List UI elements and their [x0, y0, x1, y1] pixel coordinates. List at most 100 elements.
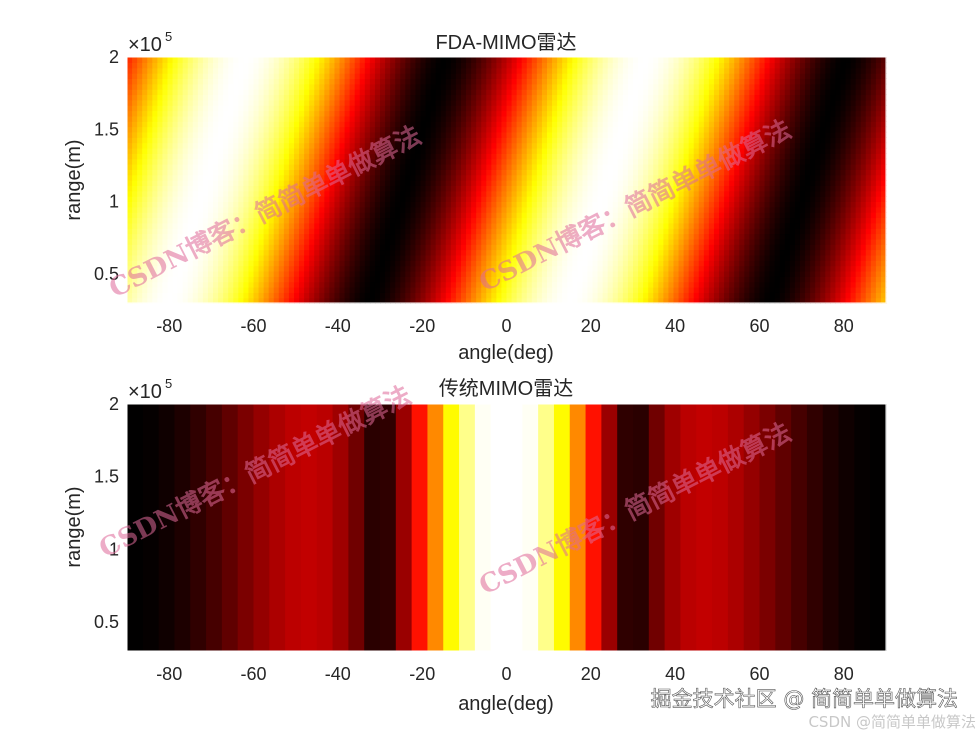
heatmap-cell: [774, 185, 781, 192]
heatmap-cell: [845, 222, 852, 229]
heatmap-cell: [299, 228, 305, 235]
heatmap-cell: [248, 169, 255, 176]
heatmap-cell: [541, 206, 548, 213]
heatmap-cell: [880, 217, 887, 224]
heatmap-cell: [552, 297, 558, 304]
heatmap-cell: [633, 174, 639, 181]
heatmap-cell: [526, 292, 533, 299]
heatmap-cell: [850, 297, 857, 304]
heatmap-cell: [364, 292, 371, 299]
heatmap-cell: [678, 137, 685, 144]
heatmap-cell: [708, 131, 715, 138]
heatmap-cell: [127, 212, 133, 219]
heatmap-cell: [369, 249, 376, 256]
heatmap-cell: [511, 163, 518, 170]
heatmap-cell: [324, 286, 330, 293]
heatmap-cell: [713, 196, 720, 202]
heatmap-cell: [825, 217, 831, 224]
heatmap-cell: [359, 201, 366, 208]
heatmap-cell: [395, 153, 401, 160]
heatmap-cell: [319, 174, 325, 181]
heatmap-cell: [324, 126, 330, 133]
heatmap-cell: [708, 153, 715, 160]
heatmap-cell: [764, 131, 771, 138]
heatmap-cell: [137, 244, 143, 251]
heatmap-cell: [805, 206, 811, 213]
heatmap-cell: [531, 163, 538, 170]
heatmap-cell: [805, 249, 811, 256]
heatmap-cell: [400, 153, 406, 160]
heatmap-cell: [653, 131, 659, 138]
heatmap-cell: [845, 185, 852, 192]
heatmap-cell: [491, 281, 497, 288]
heatmap-cell: [713, 249, 720, 256]
heatmap-cell: [167, 163, 174, 170]
heatmap-cell: [541, 222, 548, 229]
heatmap-cell: [142, 233, 148, 240]
heatmap-cell: [719, 276, 725, 283]
heatmap-cell: [197, 185, 204, 192]
heatmap-cell: [865, 196, 872, 202]
heatmap-cell: [587, 158, 594, 165]
heatmap-cell: [648, 126, 654, 133]
heatmap-cell: [668, 265, 675, 272]
heatmap-cell: [789, 254, 796, 261]
heatmap-cell: [324, 270, 330, 277]
heatmap-cell: [759, 233, 766, 240]
heatmap-cell: [486, 137, 492, 144]
heatmap-cell: [526, 158, 533, 165]
heatmap-cell: [228, 174, 234, 181]
heatmap-cell: [521, 217, 528, 224]
heatmap-cell: [369, 228, 376, 235]
heatmap-cell: [587, 201, 594, 208]
heatmap-cell: [374, 142, 381, 149]
heatmap-cell: [157, 254, 164, 261]
heatmap-cell: [820, 137, 826, 144]
heatmap-cell: [845, 270, 852, 277]
heatmap-cell: [283, 270, 290, 277]
heatmap-cell: [192, 121, 199, 128]
heatmap-cell: [400, 174, 406, 181]
heatmap-cell: [263, 212, 270, 219]
heatmap-cell: [137, 276, 143, 283]
heatmap-cell: [380, 158, 386, 165]
heatmap-cell: [349, 244, 356, 251]
heatmap-cell: [132, 196, 138, 202]
heatmap-cell: [612, 180, 619, 186]
heatmap-cell: [273, 142, 280, 149]
heatmap-cell: [273, 174, 280, 181]
heatmap-cell: [749, 265, 756, 272]
heatmap-cell: [496, 260, 503, 267]
heatmap-cell: [182, 233, 189, 240]
heatmap-cell: [789, 153, 796, 160]
heatmap-cell: [202, 276, 209, 283]
heatmap-cell: [299, 153, 305, 160]
heatmap-cell: [172, 228, 179, 235]
heatmap-cell: [648, 158, 654, 165]
heatmap-cell: [643, 153, 649, 160]
heatmap-cell: [496, 153, 503, 160]
heatmap-cell: [314, 244, 320, 251]
heatmap-cell: [683, 228, 690, 235]
heatmap-cell: [754, 126, 761, 133]
heatmap-cell: [334, 131, 341, 138]
heatmap-cell: [491, 163, 497, 170]
heatmap-cell: [172, 260, 179, 267]
heatmap-cell: [207, 190, 214, 197]
heatmap-cell: [546, 196, 553, 202]
heatmap-cell: [840, 126, 847, 133]
heatmap-cell: [531, 185, 538, 192]
heatmap-cell: [789, 217, 796, 224]
heatmap-cell: [506, 286, 513, 293]
heatmap-cell: [749, 206, 756, 213]
heatmap-cell: [440, 126, 447, 133]
heatmap-cell: [810, 286, 816, 293]
heatmap-cell: [238, 137, 244, 144]
heatmap-cell: [293, 260, 300, 267]
heatmap-cell: [263, 260, 270, 267]
heatmap-cell: [582, 201, 589, 208]
heatmap-cell: [774, 201, 781, 208]
heatmap-cell: [729, 169, 735, 176]
heatmap-cell: [597, 222, 604, 229]
heatmap-cell: [207, 297, 214, 304]
